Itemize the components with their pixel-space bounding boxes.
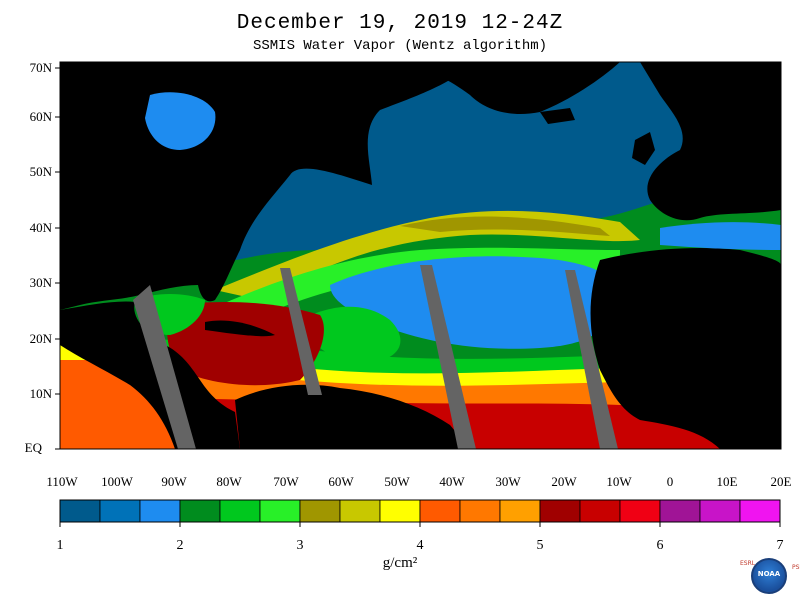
lon-label-0: 0: [667, 474, 674, 489]
lon-label-110w: 110W: [46, 474, 78, 489]
colorbar-tick-7: 7: [777, 538, 784, 553]
lat-label-60n: 60N: [30, 109, 53, 124]
colorbar-tick-1: 1: [57, 538, 64, 553]
cuba-land: [205, 320, 275, 337]
colorbar-swatch: [579, 499, 621, 523]
lat-label-eq: EQ: [25, 440, 43, 455]
lon-label-30w: 30W: [495, 474, 521, 489]
map-frame: [59, 61, 782, 450]
colorbar-tick-3: 3: [297, 538, 304, 553]
lon-label-10e: 10E: [717, 474, 738, 489]
lon-label-100w: 100W: [101, 474, 134, 489]
colorbar-swatch: [459, 499, 501, 523]
colorbar-tick-2: 2: [177, 538, 184, 553]
nodata-swath-4: [565, 270, 618, 449]
colorbar-tick-labels: 1 2 3 4 5 6 7: [57, 538, 784, 553]
lon-label-50w: 50W: [384, 474, 410, 489]
subtropical-dry-blue: [330, 256, 620, 349]
lat-label-70n: 70N: [30, 60, 53, 75]
longitude-axis: 110W 100W 90W 80W 70W 60W 50W 40W 30W 20…: [46, 474, 791, 489]
noaa-circle: [751, 558, 787, 594]
lon-label-20e: 20E: [771, 474, 792, 489]
colorbar-swatch: [299, 499, 341, 523]
lon-label-60w: 60W: [328, 474, 354, 489]
colorbar-swatch: [699, 499, 741, 523]
lat-label-30n: 30N: [30, 275, 53, 290]
colorbar-tick-4: 4: [417, 538, 424, 553]
colorbar-tick-5: 5: [537, 538, 544, 553]
colorbar-swatch: [59, 499, 101, 523]
colorbar-tick-6: 6: [657, 538, 664, 553]
moisture-band-yellowgreen: [215, 210, 640, 300]
colorbar-swatch: [219, 499, 261, 523]
africa-land: [590, 248, 781, 449]
lat-label-40n: 40N: [30, 220, 53, 235]
nodata-swath-2: [280, 268, 322, 395]
lat-label-10n: 10N: [30, 386, 53, 401]
greenland-land: [400, 62, 620, 115]
nodata-swath-3: [420, 265, 476, 449]
page-title: December 19, 2019 12-24Z: [236, 12, 564, 35]
colorbar-swatch: [99, 499, 141, 523]
colorbar-swatch: [259, 499, 301, 523]
logo-left-letters: ESRL: [740, 560, 756, 567]
colorbar-swatch: [499, 499, 541, 523]
colorbar-swatch: [619, 499, 661, 523]
noaa-org-text: NOAA: [757, 570, 781, 578]
lon-label-90w: 90W: [161, 474, 187, 489]
lon-label-70w: 70W: [273, 474, 299, 489]
colorbar-swatch: [139, 499, 181, 523]
logo-right-letters: PSD: [792, 564, 800, 571]
colorbar-swatch: [179, 499, 221, 523]
noaa-logo-icon: ESRL NOAA PSD: [738, 558, 800, 598]
colorbar: [59, 499, 781, 527]
lon-label-40w: 40W: [439, 474, 465, 489]
nodata-swath-1: [133, 285, 196, 449]
colorbar-swatch: [339, 499, 381, 523]
south-america-land: [235, 384, 470, 449]
mediterranean-water: [660, 222, 781, 250]
hudson-bay-water: [145, 92, 216, 150]
moisture-band-olive: [400, 216, 610, 236]
colorbar-swatch: [739, 499, 781, 523]
latitude-axis: 70N 60N 50N 40N 30N 20N 10N EQ: [25, 60, 60, 455]
lat-label-50n: 50N: [30, 164, 53, 179]
colorbar-swatch: [539, 499, 581, 523]
colorbar-units: g/cm²: [382, 555, 418, 571]
lon-label-20w: 20W: [551, 474, 577, 489]
iceland-land: [540, 108, 575, 124]
subtropical-green-patch: [300, 306, 401, 363]
page-subtitle: SSMIS Water Vapor (Wentz algorithm): [252, 38, 548, 54]
colorbar-swatch: [419, 499, 461, 523]
nodata-swaths: [133, 265, 618, 449]
colorbar-swatch: [379, 499, 421, 523]
british-isles-land: [632, 132, 655, 165]
lon-label-80w: 80W: [216, 474, 242, 489]
europe-land: [640, 62, 781, 221]
colorbar-swatch: [659, 499, 701, 523]
lat-label-20n: 20N: [30, 331, 53, 346]
lon-label-10w: 10W: [606, 474, 632, 489]
central-america-land: [60, 301, 240, 449]
